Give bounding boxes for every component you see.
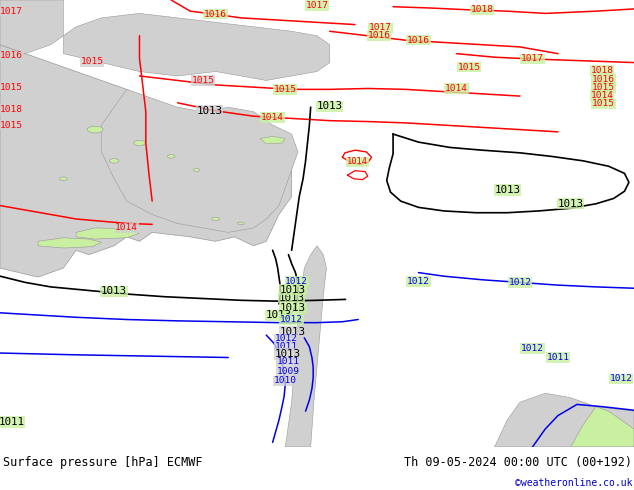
Text: 1014: 1014 [115,223,138,232]
Text: 1012: 1012 [280,315,303,324]
Text: 1013: 1013 [494,185,521,195]
Text: 1012: 1012 [508,278,531,287]
Text: 1015: 1015 [458,63,481,72]
Text: 1016: 1016 [368,31,391,40]
Ellipse shape [167,155,175,158]
Text: 1017: 1017 [521,54,544,64]
Text: 1015: 1015 [81,57,103,66]
Ellipse shape [109,159,119,163]
Text: 1013: 1013 [280,326,306,337]
Text: 1012: 1012 [285,277,308,286]
Text: 1014: 1014 [445,84,468,93]
Text: 1014: 1014 [261,113,284,122]
Text: 1015: 1015 [0,83,23,92]
Text: 1011: 1011 [275,342,298,351]
Text: Th 09-05-2024 00:00 UTC (00+192): Th 09-05-2024 00:00 UTC (00+192) [404,456,632,468]
Text: 1016: 1016 [407,36,430,45]
Text: ©weatheronline.co.uk: ©weatheronline.co.uk [515,478,632,488]
Text: 1018: 1018 [0,105,23,114]
Text: 1015: 1015 [274,85,297,94]
Ellipse shape [87,126,103,133]
Ellipse shape [134,140,145,146]
Ellipse shape [238,222,244,225]
Text: 1017: 1017 [369,23,392,32]
Text: 1012: 1012 [407,277,430,286]
Ellipse shape [60,177,67,180]
Text: 1011: 1011 [0,417,25,427]
Polygon shape [0,0,63,53]
Text: 1009: 1009 [276,368,299,376]
Text: 1018: 1018 [591,66,614,75]
Text: 1012: 1012 [521,344,544,353]
Text: Surface pressure [hPa] ECMWF: Surface pressure [hPa] ECMWF [3,456,203,468]
Text: 1013: 1013 [266,311,292,320]
Text: 1015: 1015 [0,121,23,130]
Polygon shape [63,13,330,80]
Text: 1013: 1013 [280,285,306,294]
Text: 1014: 1014 [591,91,614,100]
Polygon shape [285,246,327,447]
Text: 1011: 1011 [276,358,299,367]
Polygon shape [495,393,634,447]
Text: 1013: 1013 [101,286,127,296]
Text: 1017: 1017 [0,7,23,16]
Text: 1014: 1014 [347,157,368,166]
Polygon shape [0,0,292,277]
Text: 1013: 1013 [196,106,223,116]
Ellipse shape [212,217,219,221]
Text: 1010: 1010 [274,376,297,385]
Text: 1013: 1013 [316,101,343,111]
Polygon shape [76,228,139,239]
Text: 1013: 1013 [557,199,584,209]
Text: 1013: 1013 [280,303,306,313]
Text: 1015: 1015 [191,76,214,85]
Text: 1016: 1016 [592,75,615,84]
Text: 1013: 1013 [278,293,305,303]
Polygon shape [260,136,285,144]
Text: 1016: 1016 [204,10,227,19]
Text: 1015: 1015 [592,83,615,92]
Polygon shape [101,89,298,232]
Text: 1016: 1016 [0,51,23,60]
Text: 1017: 1017 [306,1,328,10]
Text: 1012: 1012 [275,334,298,343]
Text: 1012: 1012 [610,374,633,384]
Text: 1015: 1015 [592,99,615,108]
Polygon shape [38,238,101,248]
Text: 1018: 1018 [470,5,493,14]
Text: 1013: 1013 [275,349,301,359]
Text: 1011: 1011 [547,353,569,362]
Ellipse shape [193,168,200,172]
Polygon shape [571,407,634,447]
